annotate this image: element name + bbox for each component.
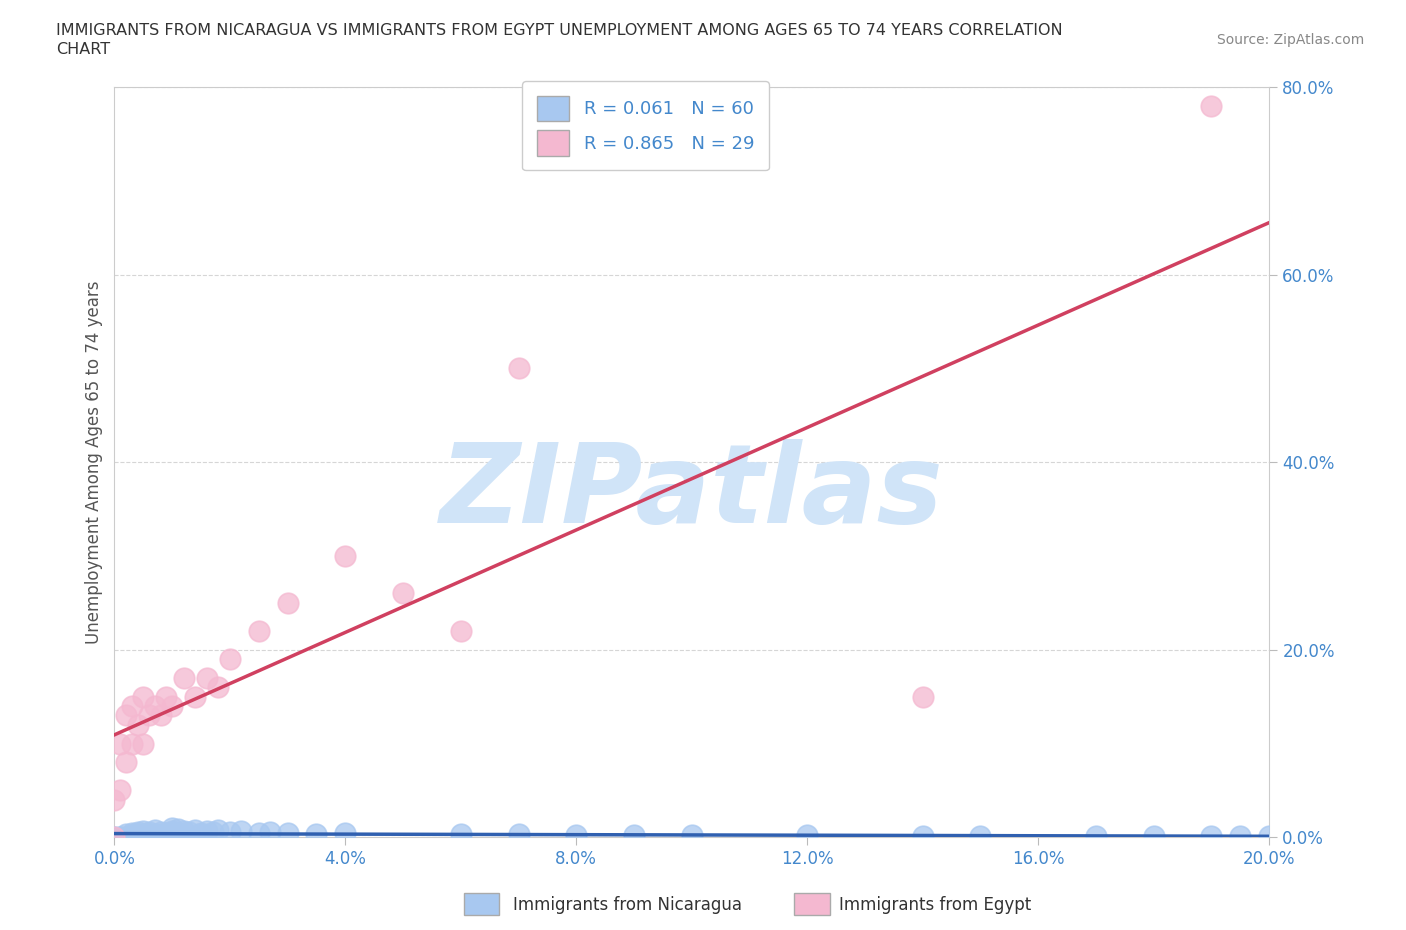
Point <box>184 822 207 837</box>
Point <box>167 825 190 840</box>
Point <box>681 828 703 843</box>
Point <box>179 824 201 839</box>
Point <box>969 829 991 844</box>
Point <box>247 825 270 840</box>
Text: IMMIGRANTS FROM NICARAGUA VS IMMIGRANTS FROM EGYPT UNEMPLOYMENT AMONG AGES 65 TO: IMMIGRANTS FROM NICARAGUA VS IMMIGRANTS … <box>56 23 1063 38</box>
Point <box>127 830 149 844</box>
Y-axis label: Unemployment Among Ages 65 to 74 years: Unemployment Among Ages 65 to 74 years <box>86 281 103 644</box>
Point <box>138 824 160 839</box>
Point <box>108 830 131 844</box>
Point <box>911 689 934 704</box>
Point <box>127 827 149 842</box>
Point <box>103 830 125 844</box>
Point <box>115 830 138 844</box>
Point <box>127 717 149 732</box>
Point <box>911 829 934 844</box>
Legend: R = 0.061   N = 60, R = 0.865   N = 29: R = 0.061 N = 60, R = 0.865 N = 29 <box>523 81 769 170</box>
Text: Immigrants from Egypt: Immigrants from Egypt <box>839 896 1032 914</box>
Point <box>1201 99 1223 113</box>
Point <box>143 826 166 841</box>
Point <box>190 825 212 840</box>
Point <box>132 823 155 838</box>
Point <box>508 827 530 842</box>
Text: CHART: CHART <box>56 42 110 57</box>
Point <box>173 823 195 838</box>
Point <box>623 828 645 843</box>
Point <box>132 826 155 841</box>
Point <box>1142 829 1164 844</box>
Point <box>184 689 207 704</box>
Point <box>160 698 183 713</box>
Point <box>115 827 138 842</box>
Point <box>508 361 530 376</box>
Point <box>138 708 160 723</box>
Point <box>149 828 172 843</box>
Point <box>155 830 177 844</box>
Point <box>138 830 160 844</box>
Point <box>127 824 149 839</box>
Point <box>132 828 155 843</box>
Point <box>207 822 229 837</box>
Point <box>1258 829 1281 844</box>
Point <box>155 825 177 840</box>
Point <box>132 689 155 704</box>
Point <box>160 820 183 835</box>
Point <box>247 623 270 638</box>
Point <box>277 825 299 840</box>
Point <box>796 828 818 843</box>
Point <box>231 823 253 838</box>
Point <box>167 821 190 836</box>
Point <box>121 698 143 713</box>
Point <box>1084 829 1107 844</box>
Point <box>173 671 195 685</box>
Point <box>160 823 183 838</box>
Point <box>1201 829 1223 844</box>
Point <box>565 828 588 843</box>
Point <box>108 830 131 844</box>
Point <box>132 830 155 844</box>
Point <box>450 623 472 638</box>
Point <box>195 671 218 685</box>
Point <box>335 549 357 564</box>
Point <box>149 708 172 723</box>
Point <box>259 824 281 839</box>
Point <box>121 828 143 843</box>
Point <box>201 824 224 839</box>
Point <box>277 595 299 610</box>
Text: Immigrants from Nicaragua: Immigrants from Nicaragua <box>513 896 742 914</box>
Point <box>207 680 229 695</box>
Point <box>149 824 172 839</box>
Point <box>121 825 143 840</box>
Point <box>335 825 357 840</box>
Point <box>121 830 143 844</box>
Point <box>121 736 143 751</box>
Point <box>143 830 166 844</box>
Point <box>143 698 166 713</box>
Point <box>103 792 125 807</box>
Text: Source: ZipAtlas.com: Source: ZipAtlas.com <box>1216 33 1364 46</box>
Point <box>138 827 160 842</box>
Point <box>108 736 131 751</box>
Point <box>103 830 125 844</box>
Point <box>1229 829 1251 844</box>
Point <box>115 708 138 723</box>
Point <box>450 827 472 842</box>
Point <box>218 652 240 667</box>
Point <box>195 823 218 838</box>
Point <box>108 783 131 798</box>
Point <box>160 827 183 842</box>
Point <box>305 826 328 841</box>
Point <box>155 689 177 704</box>
Point <box>132 736 155 751</box>
Point <box>392 586 415 601</box>
Point <box>218 824 240 839</box>
Point <box>103 830 125 844</box>
Text: ZIPatlas: ZIPatlas <box>440 439 943 546</box>
Point <box>115 830 138 844</box>
Point <box>115 755 138 770</box>
Point <box>143 822 166 837</box>
Point <box>121 830 143 844</box>
